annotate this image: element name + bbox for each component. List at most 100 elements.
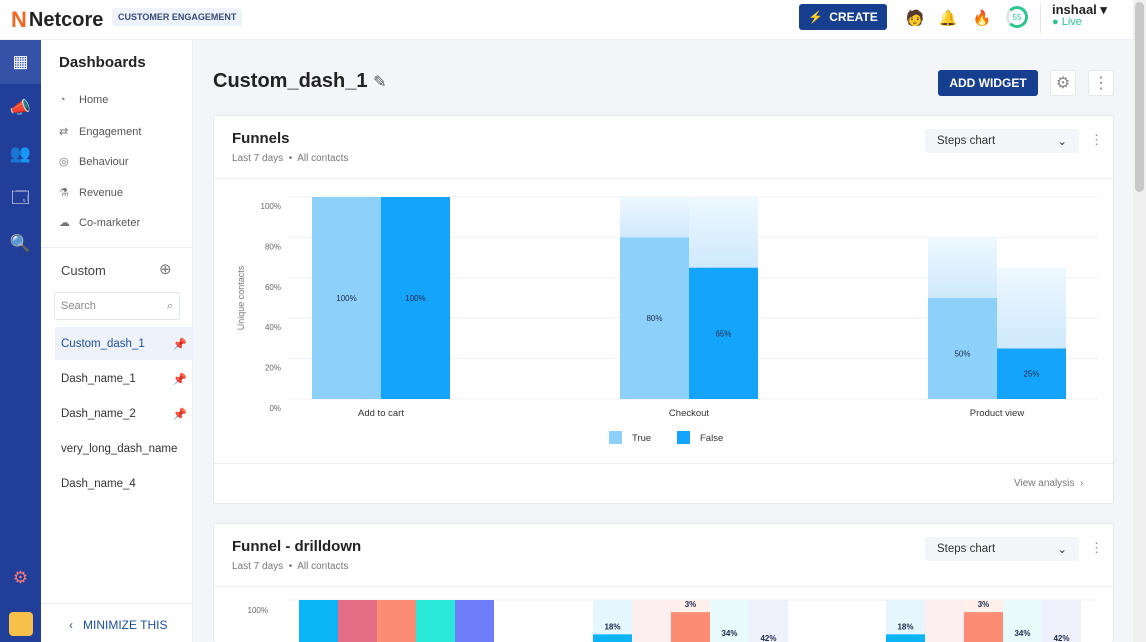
chevron-down-icon: ⌄: [1057, 544, 1067, 556]
y-tick-label: 60%: [265, 283, 281, 292]
dashboard-item[interactable]: very_long_dash_name: [55, 432, 193, 465]
sidebar-item-behaviour[interactable]: ◎ Behaviour: [59, 155, 129, 169]
dropoff-bar: [928, 237, 997, 298]
data-label: 18%: [604, 622, 620, 631]
divider: [214, 586, 1113, 587]
y-tick-label: 40%: [265, 323, 281, 332]
custom-heading: Custom: [61, 263, 106, 278]
divider: [41, 247, 193, 248]
dashboards-icon[interactable]: ▦: [0, 40, 41, 84]
dashboard-item[interactable]: Custom_dash_1 📌: [55, 327, 193, 360]
status-text: Live: [1061, 16, 1082, 28]
x-tick-label: Add to cart: [358, 408, 404, 419]
add-dashboard-icon[interactable]: ⊕: [159, 261, 172, 278]
score-ring[interactable]: 55: [1006, 6, 1028, 28]
search-input[interactable]: Search ⌕: [54, 292, 180, 320]
dropdown-value: Steps chart: [937, 135, 996, 147]
analytics-search-icon[interactable]: 🔍: [9, 234, 32, 253]
live-status: ● Live: [1052, 16, 1082, 28]
nav-rail: [0, 40, 41, 642]
data-label: 42%: [760, 634, 776, 642]
dashboard-item[interactable]: Dash_name_1 📌: [55, 362, 193, 395]
legend-label: False: [700, 433, 723, 444]
bell-icon[interactable]: 🔔: [938, 10, 958, 27]
chevron-left-icon: ‹: [69, 618, 73, 632]
logo-text: Netcore: [28, 8, 104, 31]
pin-icon[interactable]: 📌: [172, 373, 187, 386]
minimize-button[interactable]: ‹ MINIMIZE THIS: [69, 618, 167, 632]
data-label: 80%: [646, 314, 662, 323]
settings-gear-icon[interactable]: ⚙: [12, 568, 29, 587]
more-options-icon[interactable]: ⋮: [1088, 70, 1114, 96]
edit-pencil-icon[interactable]: ✎: [373, 74, 387, 91]
caret-down-icon: ▾: [1100, 2, 1107, 17]
scrollbar-thumb[interactable]: [1135, 2, 1144, 192]
dropoff-bar: [1042, 600, 1081, 642]
widget-menu-icon[interactable]: ⋮: [1090, 132, 1103, 147]
pin-icon[interactable]: 📌: [172, 408, 187, 421]
bar-false: [997, 348, 1066, 399]
dropoff-bar: [632, 600, 671, 642]
bar: [593, 634, 632, 642]
dropoff-bar: [620, 197, 689, 238]
item-label: Revenue: [79, 186, 124, 199]
contacts-icon[interactable]: 👥: [9, 144, 32, 163]
sidebar: Dashboards ◔ Home ⇄ Engagement ◎ Behaviour …: [41, 40, 193, 642]
x-tick-label: Checkout: [669, 408, 709, 419]
dashboard-item[interactable]: Dash_name_2 📌: [55, 397, 193, 430]
widget-title: Funnel - drilldown: [232, 538, 362, 555]
legend-swatch: [677, 431, 690, 444]
y-tick-label: 20%: [265, 364, 281, 373]
dropoff-bar: [925, 600, 964, 642]
dashboard-item[interactable]: Dash_name_4: [55, 467, 193, 500]
megaphone-icon[interactable]: 📣: [9, 98, 32, 117]
chart-type-dropdown[interactable]: Steps chart ⌄: [925, 537, 1079, 561]
widget-menu-icon[interactable]: ⋮: [1090, 540, 1103, 555]
engagement-icon: ⇄: [59, 126, 69, 138]
dropoff-bar: [710, 600, 749, 642]
sidebar-item-home[interactable]: ◔ Home: [59, 94, 108, 106]
y-tick-label: 0%: [269, 404, 281, 413]
bar: [886, 634, 925, 642]
chart-type-dropdown[interactable]: Steps chart ⌄: [925, 129, 1079, 153]
divider: [214, 178, 1113, 179]
search-placeholder: Search: [61, 300, 96, 312]
data-label: 25%: [1023, 370, 1039, 379]
bar-true: [312, 197, 381, 399]
view-analysis-link[interactable]: View analysis ›: [1014, 478, 1084, 489]
dropoff-bar: [689, 197, 758, 268]
period: Last 7 days: [232, 153, 284, 164]
add-widget-button[interactable]: ADD WIDGET: [938, 70, 1038, 96]
data-label: 42%: [1053, 634, 1069, 642]
data-label: 3%: [978, 600, 990, 609]
sidebar-item-revenue[interactable]: ⚗ Revenue: [59, 186, 124, 200]
x-tick-label: Product view: [970, 408, 1025, 419]
web-icon[interactable]: 🗔: [11, 187, 30, 207]
pin-icon[interactable]: 📌: [172, 338, 187, 351]
fire-icon[interactable]: 🔥: [972, 10, 992, 27]
sidebar-item-co-marketer[interactable]: ☁ Co-marketer: [59, 216, 140, 230]
divider: [41, 603, 193, 604]
widget-subtitle: Last 7 days • All contacts: [232, 561, 349, 572]
y-axis-label: Unique contacts: [236, 265, 246, 330]
dropoff-bar: [1003, 600, 1042, 642]
profile-icon[interactable]: [9, 612, 33, 636]
sidebar-title: Dashboards: [59, 54, 146, 71]
data-label: 34%: [721, 629, 737, 638]
sidebar-item-engagement[interactable]: ⇄ Engagement: [59, 125, 141, 139]
drilldown-chart: 100% 18% 3% 34% 42% 18% 3% 34% 42%: [248, 599, 1098, 642]
create-button[interactable]: ⚡ CREATE: [799, 4, 887, 30]
bar-true: [928, 298, 997, 399]
dash-label: Dash_name_1: [61, 372, 136, 385]
netcore-logo[interactable]: N Netcore: [11, 7, 103, 33]
home-chart-icon: ◔: [59, 94, 66, 106]
settings-icon[interactable]: ⚙: [1050, 70, 1076, 96]
bar: [338, 600, 377, 642]
dash-label: very_long_dash_name: [61, 442, 178, 455]
logo-mark-icon: N: [11, 7, 27, 32]
item-label: Behaviour: [79, 155, 129, 168]
dropdown-value: Steps chart: [937, 543, 996, 555]
avatar-icon[interactable]: 🧑: [905, 10, 925, 27]
user-menu[interactable]: inshaal ▾: [1052, 2, 1107, 18]
bar: [964, 612, 1003, 642]
